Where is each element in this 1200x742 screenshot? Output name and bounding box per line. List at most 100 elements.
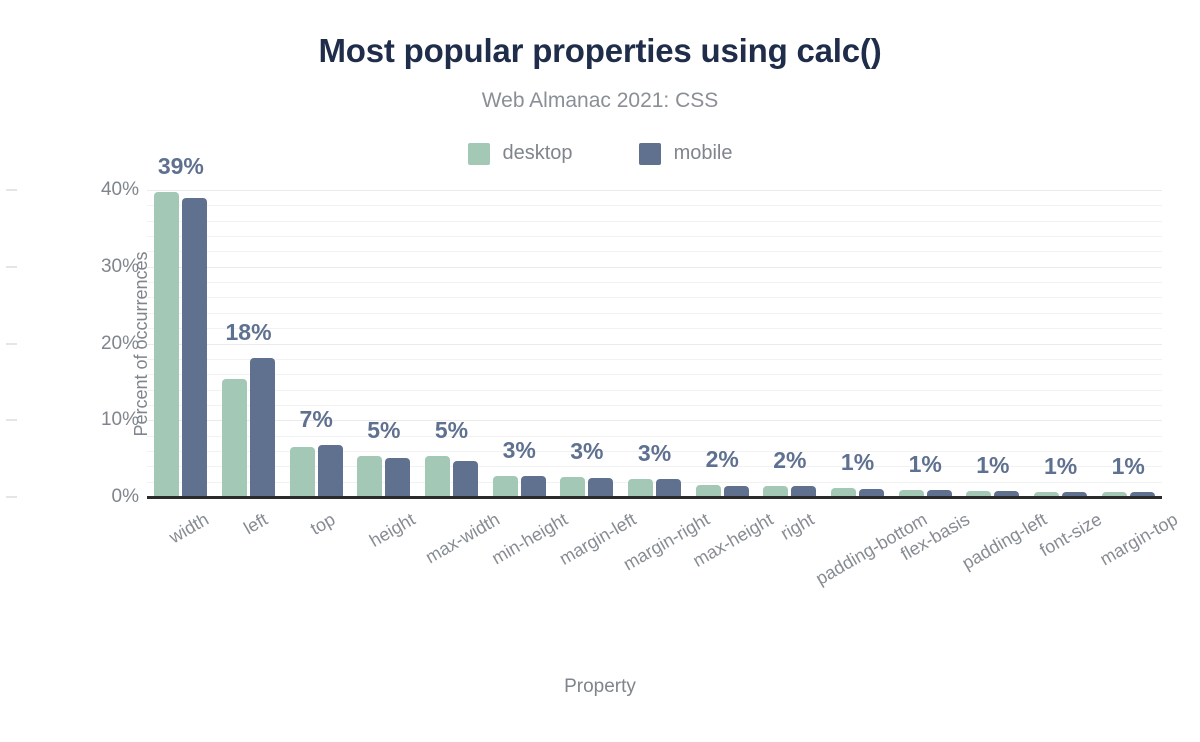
- gridline: [147, 266, 1162, 268]
- bar-mobile[interactable]: [859, 489, 885, 497]
- bar-group: 1%: [1094, 190, 1162, 497]
- x-axis-tick: height: [350, 505, 418, 635]
- bar-mobile[interactable]: [250, 358, 275, 497]
- bar-desktop[interactable]: [289, 447, 315, 497]
- x-axis-tick: padding-left: [958, 505, 1049, 635]
- bar-pair: [1027, 190, 1095, 497]
- bar-mobile[interactable]: [1129, 491, 1155, 497]
- gridline: [147, 312, 1162, 314]
- bar-desktop[interactable]: [1101, 492, 1127, 497]
- bar-value-label: 3%: [637, 440, 672, 467]
- chart-subtitle: Web Almanac 2021: CSS: [481, 89, 719, 112]
- bar-pair: [621, 190, 689, 497]
- bar-mobile[interactable]: [385, 457, 411, 497]
- bar-mobile[interactable]: [723, 486, 749, 497]
- legend-item-mobile[interactable]: mobile: [638, 142, 733, 165]
- bar-desktop[interactable]: [966, 490, 992, 497]
- legend-label-mobile: mobile: [673, 142, 733, 164]
- bar-value-label: 5%: [434, 417, 469, 444]
- bar-value-label: 2%: [705, 445, 739, 472]
- bar-pair: [891, 190, 959, 497]
- x-axis-tick: font-size: [1027, 505, 1105, 635]
- chart-legend: desktop mobile: [0, 142, 1200, 165]
- bar-desktop[interactable]: [357, 456, 383, 497]
- y-axis-tick-mark: [6, 496, 17, 498]
- bar-pair: [959, 190, 1027, 497]
- x-axis-tick: padding-bottom: [812, 505, 930, 635]
- bar-group: 3%: [621, 190, 689, 497]
- legend-swatch-mobile: [638, 142, 661, 165]
- bar-mobile[interactable]: [1062, 491, 1088, 497]
- bar-value-label: 18%: [225, 319, 272, 346]
- bar-mobile[interactable]: [656, 479, 682, 497]
- bar-desktop[interactable]: [763, 486, 789, 497]
- bar-group: 2%: [756, 190, 824, 497]
- gridline: [147, 343, 1162, 345]
- bar-group: 2%: [688, 190, 756, 497]
- bar-group: 3%: [553, 190, 621, 497]
- gridline: [147, 282, 1162, 284]
- bar-pair: [824, 190, 892, 497]
- y-axis-tick-label: 0%: [6, 486, 139, 508]
- gridline: [147, 450, 1162, 452]
- x-axis-tick: min-height: [485, 505, 571, 635]
- bar-group: 1%: [891, 190, 959, 497]
- bar-desktop[interactable]: [831, 487, 857, 497]
- gridline: [147, 190, 1162, 191]
- bar-value-label: 7%: [299, 405, 333, 432]
- bar-desktop[interactable]: [154, 192, 180, 497]
- bar-mobile[interactable]: [588, 477, 614, 497]
- bar-pair: [350, 190, 418, 497]
- bar-desktop[interactable]: [492, 475, 518, 497]
- bar-value-label: 1%: [908, 451, 942, 478]
- x-axis-tick-label: top: [307, 509, 339, 539]
- x-axis-ticks: width left top height max-width min-height mar…: [147, 505, 1182, 635]
- y-axis-tick-label: 40%: [6, 179, 139, 201]
- gridline: [147, 374, 1162, 376]
- bar-mobile[interactable]: [317, 444, 343, 497]
- x-axis-tick: max-width: [418, 505, 502, 635]
- bar-groups: 39% 18% 7% 5% 5% 3% 3% 3% 2% 2% 1% 1% 1% 1% 1%: [147, 153, 1162, 497]
- gridline: [147, 389, 1162, 391]
- bar-desktop[interactable]: [560, 477, 586, 497]
- bar-desktop[interactable]: [1034, 491, 1060, 497]
- y-axis-tick-mark: [6, 266, 17, 268]
- x-axis-tick: margin-top: [1094, 505, 1182, 635]
- bar-desktop[interactable]: [898, 490, 924, 497]
- x-axis-tick: left: [215, 505, 283, 635]
- bar-value-label: 39%: [157, 153, 204, 180]
- bar-pair: [215, 190, 283, 497]
- legend-item-desktop[interactable]: desktop: [467, 142, 573, 165]
- bar-desktop[interactable]: [628, 479, 654, 497]
- bar-mobile[interactable]: [520, 475, 546, 497]
- bar-value-label: 2%: [773, 447, 807, 474]
- bar-pair: [756, 190, 824, 497]
- bar-group: 1%: [959, 190, 1027, 497]
- bar-value-label: 3%: [570, 438, 604, 465]
- x-axis-tick: width: [147, 505, 215, 635]
- bar-group: 1%: [824, 190, 892, 497]
- bar-pair: [553, 190, 621, 497]
- bar-group: 3%: [485, 190, 553, 497]
- bar-desktop[interactable]: [222, 378, 247, 497]
- bar-mobile[interactable]: [182, 198, 208, 497]
- bar-mobile[interactable]: [994, 490, 1020, 497]
- bar-group: 5%: [418, 190, 486, 497]
- bar-pair: [147, 190, 215, 497]
- bar-pair: [1094, 190, 1162, 497]
- x-axis-tick-label: right: [777, 509, 818, 544]
- bar-mobile[interactable]: [791, 486, 817, 497]
- bar-mobile[interactable]: [453, 460, 479, 497]
- gridline: [147, 404, 1162, 406]
- y-axis-tick-label: 20%: [6, 333, 139, 355]
- x-axis-tick-label: height: [365, 509, 419, 551]
- bar-desktop[interactable]: [695, 484, 721, 497]
- bar-desktop[interactable]: [425, 456, 451, 497]
- bar-mobile[interactable]: [926, 490, 952, 497]
- x-axis-tick: max-height: [688, 505, 777, 635]
- y-axis-tick-mark: [6, 189, 17, 191]
- gridline: [147, 420, 1162, 422]
- bar-value-label: 1%: [840, 448, 875, 475]
- x-axis-line: [147, 496, 1162, 499]
